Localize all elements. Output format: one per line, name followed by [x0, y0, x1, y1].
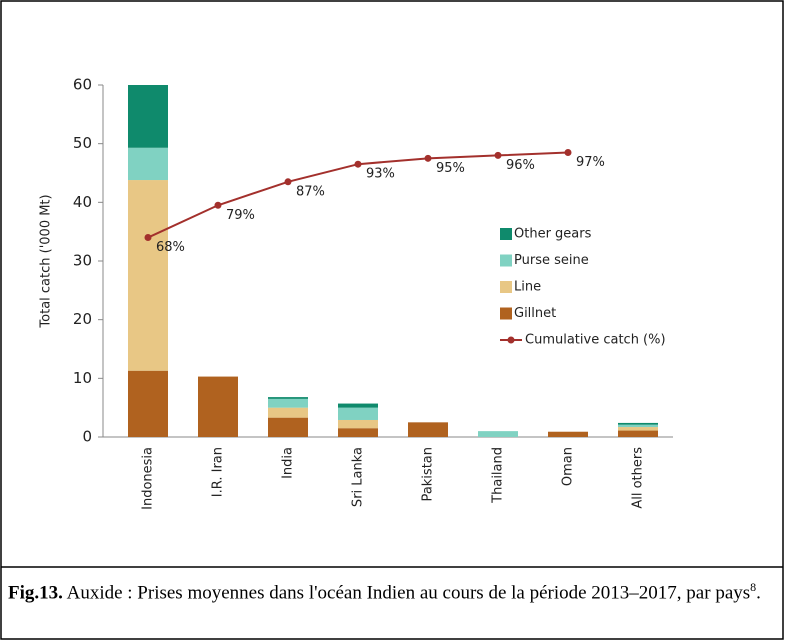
data-label: 68% — [156, 240, 185, 255]
data-label: 93% — [366, 167, 395, 182]
x-tick-label: Indonesia — [141, 447, 156, 510]
legend-swatch — [500, 254, 512, 267]
x-tick-label: Oman — [561, 447, 576, 486]
legend-marker — [507, 336, 515, 344]
y-tick-label: 10 — [73, 369, 92, 387]
bar-segment — [618, 430, 658, 437]
line-point — [284, 178, 292, 186]
data-label: 87% — [296, 184, 325, 199]
bar-segment — [478, 431, 518, 437]
y-axis-title: Total catch ('000 Mt) — [39, 194, 54, 328]
bar-segment — [268, 407, 308, 418]
x-tick-label: I.R. Iran — [211, 447, 226, 497]
data-label: 95% — [436, 161, 465, 176]
legend-label: Cumulative catch (%) — [525, 333, 666, 348]
bar-segment — [548, 431, 588, 437]
caption-sup: 8 — [750, 580, 757, 594]
y-tick-label: 60 — [73, 76, 92, 94]
line-point — [354, 160, 362, 168]
y-tick-label: 50 — [73, 134, 92, 152]
caption-end: . — [756, 582, 761, 604]
bar-segment — [338, 428, 378, 437]
caption: Fig.13. Auxide : Prises moyennes dans l'… — [8, 574, 778, 606]
bar-segment — [128, 147, 168, 181]
bar-segment — [128, 85, 168, 148]
x-tick-label: India — [281, 447, 296, 479]
x-tick-label: Pakistan — [421, 447, 436, 501]
caption-text: Auxide : Prises moyennes dans l'océan In… — [62, 582, 751, 604]
bar-segment — [268, 397, 308, 399]
bar-segment — [618, 422, 658, 425]
bar-segment — [268, 398, 308, 408]
line-point — [494, 151, 502, 159]
y-tick-label: 40 — [73, 193, 92, 211]
line-point — [144, 234, 152, 242]
data-label: 79% — [226, 208, 255, 223]
legend-label: Purse seine — [514, 253, 589, 268]
x-tick-label: All others — [631, 447, 646, 509]
caption-label: Fig.13. — [8, 582, 63, 604]
bar-segment — [408, 422, 448, 437]
bar-segment — [268, 417, 308, 437]
bar-segment — [128, 370, 168, 437]
legend-swatch — [500, 228, 512, 240]
bar-segment — [198, 376, 238, 437]
x-tick-label: Thailand — [491, 447, 506, 504]
legend-label: Other gears — [514, 227, 592, 242]
data-label: 97% — [576, 155, 605, 170]
legend-label: Gillnet — [514, 306, 556, 321]
bar-segment — [618, 424, 658, 428]
line-point — [564, 148, 572, 156]
bar-segment — [338, 403, 378, 408]
y-tick-label: 0 — [82, 428, 92, 446]
line-point — [214, 201, 222, 209]
bar-segment — [338, 407, 378, 420]
bar-segment — [338, 419, 378, 429]
bar-segment — [618, 427, 658, 431]
bar-segment — [128, 180, 168, 371]
legend-swatch — [500, 307, 512, 320]
data-label: 96% — [506, 158, 535, 173]
line-point — [424, 154, 432, 162]
y-tick-label: 20 — [73, 310, 92, 328]
legend-label: Line — [514, 280, 541, 295]
x-tick-label: Sri Lanka — [351, 447, 366, 507]
y-tick-label: 30 — [73, 252, 92, 270]
legend-swatch — [500, 281, 512, 293]
